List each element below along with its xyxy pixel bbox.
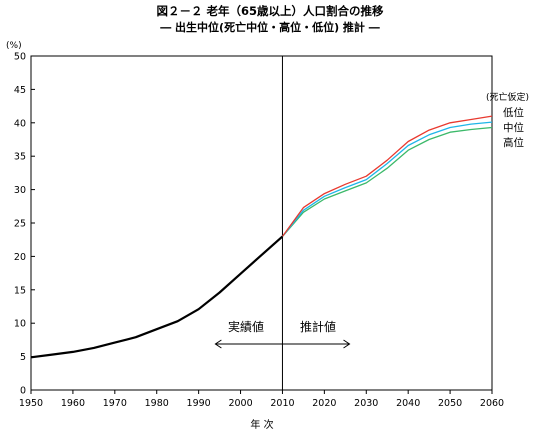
x-tick-label: 1950 xyxy=(19,398,43,409)
x-tick-label: 1960 xyxy=(61,398,85,409)
y-tick-label: 25 xyxy=(14,219,26,230)
period-arrow xyxy=(214,339,351,349)
y-tick-label: 35 xyxy=(14,152,26,163)
projected-values-label: 推計値 xyxy=(300,319,336,334)
y-axis-ticks: 0 5 10 15 20 25 30 35 40 45 50 xyxy=(14,52,35,397)
y-tick-label: 40 xyxy=(14,118,26,129)
x-tick-label: 2020 xyxy=(312,398,336,409)
y-tick-label: 10 xyxy=(14,319,26,330)
x-tick-label: 1970 xyxy=(103,398,127,409)
series-line-low xyxy=(281,115,493,237)
x-axis-ticks: 1950 1960 1970 1980 1990 2000 2010 2020 2030 2040… xyxy=(19,390,504,409)
series-layer xyxy=(30,115,493,359)
actual-values-label: 実績値 xyxy=(228,319,264,334)
x-tick-label: 2040 xyxy=(396,398,420,409)
plot-area-frame xyxy=(30,55,493,391)
x-tick-label: 2050 xyxy=(438,398,462,409)
y-tick-label: 45 xyxy=(14,85,26,96)
y-tick-label: 50 xyxy=(14,52,26,63)
arrow-head-left xyxy=(214,339,222,349)
legend-label-high: 高位 xyxy=(503,136,524,149)
y-tick-label: 5 xyxy=(20,352,26,363)
legend-label-mid: 中位 xyxy=(503,121,524,134)
x-tick-label: 1980 xyxy=(145,398,169,409)
x-axis-label: 年 次 xyxy=(250,418,273,431)
legend-label-low: 低位 xyxy=(503,106,524,119)
x-tick-label: 1990 xyxy=(187,398,211,409)
y-tick-label: 0 xyxy=(20,386,26,397)
chart-title: 図２－２ 老年（65歳以上）人口割合の推移 xyxy=(156,4,384,18)
series-line-high xyxy=(282,126,493,237)
x-tick-label: 2030 xyxy=(354,398,378,409)
series-line-actual xyxy=(30,235,284,359)
x-tick-label: 2060 xyxy=(480,398,504,409)
arrow-head-right xyxy=(343,339,351,349)
legend-header: (死亡仮定) xyxy=(486,91,529,103)
y-unit-label: (%) xyxy=(6,41,22,51)
y-tick-label: 20 xyxy=(14,252,26,263)
chart-subtitle: ― 出生中位(死亡中位・高位・低位) 推計 ― xyxy=(160,20,380,34)
x-tick-label: 2000 xyxy=(228,398,252,409)
y-tick-label: 30 xyxy=(14,185,26,196)
series-line-mid xyxy=(281,121,493,237)
y-tick-label: 15 xyxy=(14,285,26,296)
x-tick-label: 2010 xyxy=(270,398,294,409)
